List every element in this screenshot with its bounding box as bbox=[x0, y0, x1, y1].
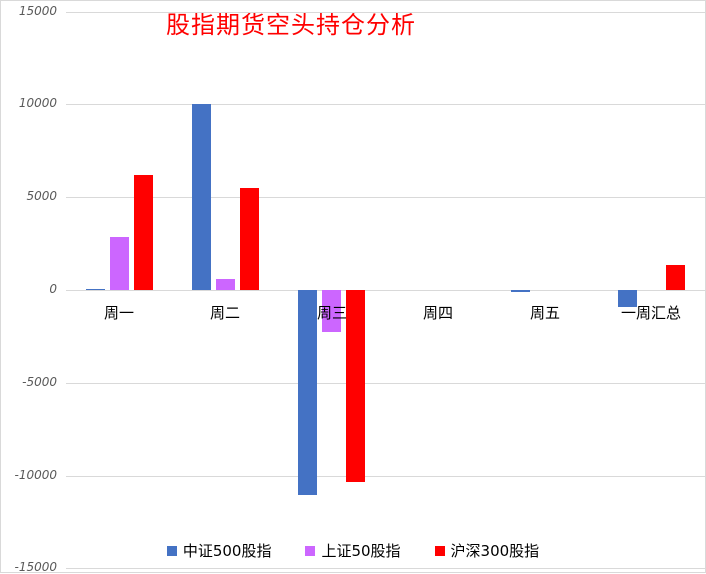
legend-label: 中证500股指 bbox=[182, 542, 272, 560]
y-tick-label: -15000 bbox=[14, 560, 57, 574]
x-tick-label: 周四 bbox=[422, 304, 453, 322]
y-tick-label: -5000 bbox=[22, 375, 57, 389]
x-tick-label: 周五 bbox=[529, 304, 560, 322]
bar[interactable] bbox=[322, 290, 341, 332]
chart-title: 股指期货空头持仓分析 bbox=[166, 11, 416, 39]
gridline bbox=[66, 476, 705, 477]
x-tick-label: 一周汇总 bbox=[620, 304, 681, 322]
gridline bbox=[66, 383, 705, 384]
legend-swatch-icon bbox=[305, 545, 316, 556]
gridline bbox=[66, 290, 705, 291]
bar[interactable] bbox=[346, 290, 365, 482]
bar[interactable] bbox=[240, 188, 259, 290]
gridline bbox=[66, 12, 705, 13]
legend-item[interactable]: 中证500股指 bbox=[166, 540, 272, 561]
legend: 中证500股指 上证50股指 沪深300股指 bbox=[1, 540, 705, 561]
bar[interactable] bbox=[192, 104, 211, 290]
bar[interactable] bbox=[216, 279, 235, 290]
y-tick-label: -10000 bbox=[14, 468, 57, 482]
y-tick-label: 5000 bbox=[26, 189, 57, 203]
y-tick-label: 0 bbox=[49, 282, 57, 296]
bar[interactable] bbox=[666, 265, 685, 290]
legend-swatch-icon bbox=[166, 545, 177, 556]
bar[interactable] bbox=[86, 289, 105, 290]
legend-label: 上证50股指 bbox=[321, 542, 401, 560]
y-tick-label: 10000 bbox=[18, 96, 57, 110]
x-tick-label: 周三 bbox=[316, 304, 347, 322]
legend-item[interactable]: 上证50股指 bbox=[305, 540, 401, 561]
bar[interactable] bbox=[511, 290, 530, 292]
legend-swatch-icon bbox=[434, 545, 445, 556]
legend-label: 沪深300股指 bbox=[450, 542, 540, 560]
y-tick-label: 15000 bbox=[18, 4, 57, 18]
bar[interactable] bbox=[298, 290, 317, 495]
legend-item[interactable]: 沪深300股指 bbox=[434, 540, 540, 561]
gridline bbox=[66, 104, 705, 105]
bar[interactable] bbox=[134, 175, 153, 290]
x-tick-label: 周二 bbox=[209, 304, 240, 322]
gridline bbox=[66, 568, 705, 569]
bar[interactable] bbox=[110, 237, 129, 290]
gridline bbox=[66, 197, 705, 198]
bar[interactable] bbox=[618, 290, 637, 307]
x-tick-label: 周一 bbox=[103, 304, 134, 322]
